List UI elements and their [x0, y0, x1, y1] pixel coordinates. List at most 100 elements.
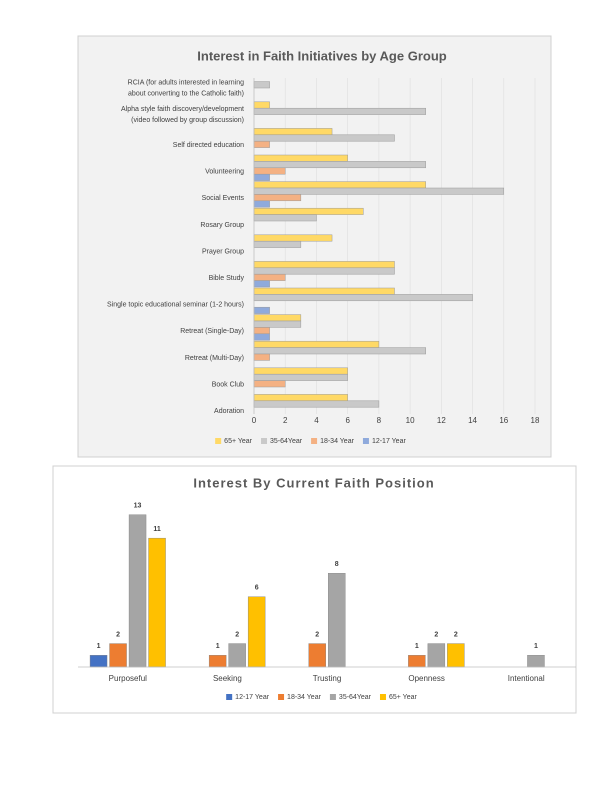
legend-swatch [226, 694, 233, 700]
y-tick-label: Retreat (Multi-Day) [185, 355, 244, 362]
bar [328, 573, 346, 668]
bar [253, 101, 270, 109]
bar [253, 306, 270, 314]
bar [253, 340, 380, 348]
bar [253, 400, 380, 408]
bar [253, 394, 348, 402]
bar [253, 161, 426, 169]
value-label: 1 [415, 643, 419, 650]
value-label: 2 [315, 631, 319, 638]
x-tick-label: 4 [314, 416, 319, 425]
legend-swatch [379, 694, 386, 700]
x-tick-label: 18 [531, 416, 540, 425]
x-tick-label: 14 [468, 416, 477, 425]
bar [253, 280, 270, 288]
bar [253, 327, 270, 335]
x-tick-label: 2 [283, 416, 288, 425]
value-label: 1 [216, 643, 220, 650]
y-tick-label: Social Events [202, 195, 245, 202]
bar [253, 128, 333, 136]
bar [527, 655, 545, 668]
bar [253, 333, 270, 341]
x-tick-label: 6 [345, 416, 350, 425]
legend-swatch [278, 694, 285, 700]
bar [253, 347, 426, 355]
y-tick-label: Volunteering [205, 169, 244, 176]
bar [109, 643, 127, 668]
y-tick-label: Prayer Group [202, 248, 244, 255]
bar [253, 173, 270, 181]
bar [308, 643, 326, 668]
legend-swatch [311, 438, 318, 444]
y-tick-label: Retreat (Single-Day) [180, 328, 244, 335]
bar [253, 287, 395, 295]
legend-label: 12-17 Year [372, 438, 407, 445]
bar [253, 234, 333, 242]
legend-label: 65+ Year [389, 694, 418, 701]
value-label: 1 [534, 643, 538, 650]
value-label: 2 [235, 631, 239, 638]
bar [253, 294, 473, 302]
y-tick-label: Alpha style faith discovery/development(… [121, 106, 244, 124]
bar [253, 261, 395, 269]
value-label: 2 [434, 631, 438, 638]
bar [253, 200, 270, 208]
bar [247, 596, 266, 668]
bar [447, 643, 465, 668]
x-tick-label: 16 [499, 416, 508, 425]
x-tick-label: Openness [408, 674, 444, 683]
y-tick-label: Bible Study [209, 275, 245, 282]
x-tick-label: Seeking [213, 674, 242, 683]
bar [228, 643, 246, 668]
bar [253, 267, 395, 275]
bar [89, 655, 108, 668]
legend-label: 18-34 Year [287, 694, 322, 701]
bar [253, 134, 395, 142]
chart-title: Interest in Faith Initiatives by Age Gro… [197, 48, 447, 63]
bar [253, 314, 302, 322]
bar [253, 194, 302, 202]
legend-label: 12-17 Year [235, 694, 270, 701]
value-label: 11 [153, 526, 161, 533]
bar [253, 380, 286, 388]
bar [253, 367, 348, 375]
legend-swatch [261, 438, 268, 444]
chart-title: Interest By Current Faith Position [193, 475, 434, 490]
bar [253, 240, 302, 248]
value-label: 2 [454, 631, 458, 638]
legend-label: 65+ Year [224, 438, 253, 445]
x-tick-label: 12 [437, 416, 446, 425]
bar [253, 167, 286, 175]
bar [253, 320, 302, 328]
y-tick-label: Rosary Group [200, 222, 244, 229]
legend-label: 35-64Year [270, 438, 303, 445]
bar [408, 655, 426, 668]
bar [253, 373, 348, 381]
x-tick-label: 0 [252, 416, 257, 425]
value-label: 1 [97, 643, 101, 650]
value-label: 13 [134, 503, 142, 510]
bar [253, 181, 426, 189]
bar [253, 81, 270, 89]
bar [253, 214, 317, 222]
legend-label: 35-64Year [339, 694, 372, 701]
bar [253, 187, 505, 195]
value-label: 6 [255, 585, 259, 592]
x-tick-label: 8 [377, 416, 382, 425]
bar [253, 154, 348, 162]
legend-swatch [329, 694, 336, 700]
chart-frame [77, 35, 552, 458]
y-tick-label: Single topic educational seminar (1-2 ho… [107, 302, 244, 309]
x-tick-label: 10 [406, 416, 415, 425]
legend-swatch [362, 438, 369, 444]
bar [253, 207, 364, 215]
value-label: 2 [116, 631, 120, 638]
bar [253, 273, 286, 281]
legend-label: 18-34 Year [320, 438, 355, 445]
bar [148, 537, 166, 668]
value-label: 8 [335, 561, 339, 568]
bar [427, 643, 446, 668]
legend-swatch [215, 438, 222, 444]
y-tick-label: Book Club [212, 381, 244, 388]
